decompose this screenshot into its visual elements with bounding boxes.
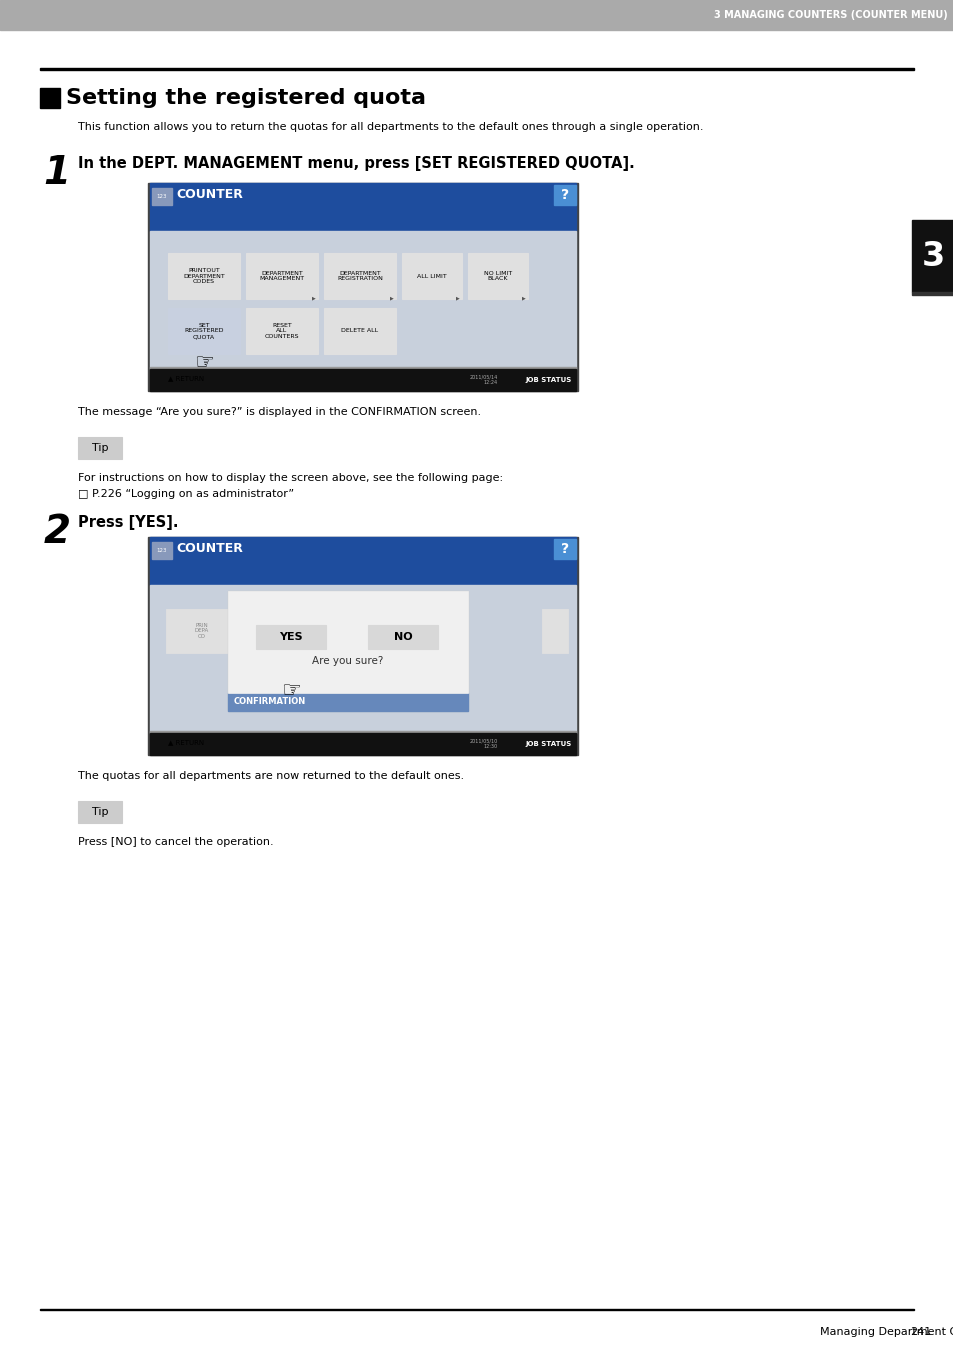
Text: □ P.226 “Logging on as administrator”: □ P.226 “Logging on as administrator” <box>78 489 294 499</box>
Bar <box>152 542 172 559</box>
Bar <box>40 68 913 70</box>
Bar <box>168 253 240 299</box>
Bar <box>368 626 437 648</box>
Text: JOB STATUS: JOB STATUS <box>525 740 572 747</box>
Bar <box>150 585 576 734</box>
Bar <box>324 253 395 299</box>
Bar <box>153 735 218 748</box>
Text: Tip: Tip <box>91 443 108 453</box>
Bar <box>554 185 576 205</box>
Text: 123: 123 <box>156 549 167 554</box>
Bar <box>150 561 576 585</box>
Bar <box>150 182 576 207</box>
Text: Are you sure?: Are you sure? <box>312 657 383 666</box>
Text: PRIN
DEPA
CO: PRIN DEPA CO <box>194 623 209 639</box>
Bar <box>153 372 218 385</box>
Text: ▲ RETURN: ▲ RETURN <box>168 739 204 744</box>
Text: ?: ? <box>560 542 569 557</box>
Bar <box>152 188 172 205</box>
Text: DEPARTMENT
REGISTRATION: DEPARTMENT REGISTRATION <box>336 270 382 281</box>
Bar <box>0 0 953 30</box>
Text: Press [NO] to cancel the operation.: Press [NO] to cancel the operation. <box>78 838 274 847</box>
Bar <box>468 253 527 299</box>
Bar <box>255 626 326 648</box>
Text: RESET
ALL
COUNTERS: RESET ALL COUNTERS <box>265 323 299 339</box>
Text: This function allows you to return the quotas for all departments to the default: This function allows you to return the q… <box>78 122 702 132</box>
Bar <box>246 308 317 354</box>
Bar <box>554 539 576 559</box>
Bar <box>911 220 953 292</box>
Text: Managing Department Codes: Managing Department Codes <box>820 1327 953 1337</box>
Text: Tip: Tip <box>91 807 108 817</box>
Bar <box>148 182 578 390</box>
Text: REGI
QU: REGI QU <box>274 626 286 636</box>
Bar <box>324 308 395 354</box>
Text: For instructions on how to display the screen above, see the following page:: For instructions on how to display the s… <box>78 473 502 484</box>
Text: COUNTER: COUNTER <box>175 189 243 201</box>
Bar <box>168 308 240 354</box>
Bar <box>150 734 576 755</box>
Text: DEPARTMENT
MANAGEMENT: DEPARTMENT MANAGEMENT <box>259 270 304 281</box>
Text: DELETE ALL: DELETE ALL <box>341 328 378 334</box>
Text: ☞: ☞ <box>281 681 301 701</box>
Text: YES: YES <box>279 632 302 642</box>
Text: 123: 123 <box>156 195 167 200</box>
Text: 3 MANAGING COUNTERS (COUNTER MENU): 3 MANAGING COUNTERS (COUNTER MENU) <box>714 9 947 20</box>
Bar <box>40 88 60 108</box>
Bar <box>228 693 468 711</box>
Text: ☞: ☞ <box>193 353 213 373</box>
Bar <box>40 1309 913 1310</box>
Text: 241: 241 <box>909 1327 930 1337</box>
Bar <box>228 590 468 711</box>
Text: COUNTER: COUNTER <box>175 543 243 555</box>
Text: ▶: ▶ <box>390 295 394 300</box>
Bar <box>244 609 315 653</box>
Bar <box>150 231 576 369</box>
Text: ▶: ▶ <box>521 295 525 300</box>
Text: SET
REGISTERED
QUOTA: SET REGISTERED QUOTA <box>184 323 224 339</box>
Text: ▶: ▶ <box>456 295 459 300</box>
Bar <box>228 590 468 693</box>
Text: 2011/05/10
12:30: 2011/05/10 12:30 <box>469 739 497 750</box>
Bar <box>150 369 576 390</box>
Text: In the DEPT. MANAGEMENT menu, press [SET REGISTERED QUOTA].: In the DEPT. MANAGEMENT menu, press [SET… <box>78 155 634 172</box>
Text: CONFIRMATION: CONFIRMATION <box>233 697 306 707</box>
Text: Press [YES].: Press [YES]. <box>78 515 178 530</box>
Bar <box>78 801 122 823</box>
Bar <box>246 253 317 299</box>
Text: The message “Are you sure?” is displayed in the CONFIRMATION screen.: The message “Are you sure?” is displayed… <box>78 407 480 417</box>
Text: 1: 1 <box>44 154 71 192</box>
Bar <box>150 207 576 231</box>
Text: 3: 3 <box>921 239 943 273</box>
Text: ▲ RETURN: ▲ RETURN <box>168 376 204 381</box>
Bar <box>150 536 576 561</box>
Bar <box>911 292 953 295</box>
Text: JOB STATUS: JOB STATUS <box>525 377 572 382</box>
Text: NO: NO <box>394 632 412 642</box>
Bar <box>401 253 461 299</box>
Text: Setting the registered quota: Setting the registered quota <box>66 88 426 108</box>
Text: 2: 2 <box>44 513 71 551</box>
Text: ▶: ▶ <box>312 295 315 300</box>
Bar <box>166 609 237 653</box>
Text: PRINTOUT
DEPARTMENT
CODES: PRINTOUT DEPARTMENT CODES <box>183 267 225 284</box>
Text: ALL LIMIT: ALL LIMIT <box>416 273 446 278</box>
Text: ?: ? <box>560 188 569 203</box>
Bar <box>78 436 122 459</box>
Bar <box>148 536 578 755</box>
Text: 2011/05/14
12:24: 2011/05/14 12:24 <box>469 374 497 385</box>
Text: The quotas for all departments are now returned to the default ones.: The quotas for all departments are now r… <box>78 771 464 781</box>
Text: NO LIMIT
BLACK: NO LIMIT BLACK <box>483 270 512 281</box>
Bar <box>541 609 567 653</box>
